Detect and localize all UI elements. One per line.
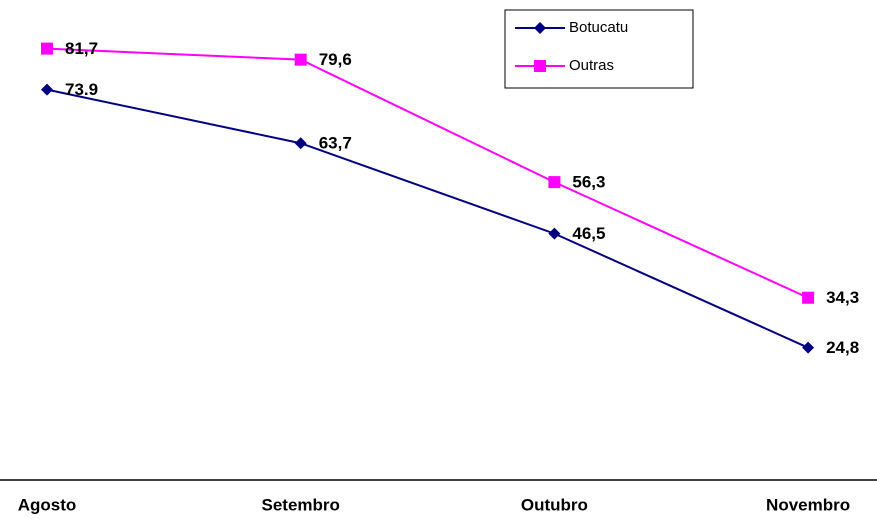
data-label: 34,3 (826, 288, 859, 307)
x-tick-label: Outubro (521, 495, 588, 514)
legend-entry: Outras (515, 57, 614, 74)
legend (504, 9, 694, 89)
x-tick-label: Agosto (18, 495, 77, 514)
data-label: 63,7 (319, 134, 352, 153)
data-label: 56,3 (572, 173, 605, 192)
data-label: 73.9 (65, 80, 98, 99)
data-label: 46,5 (572, 224, 605, 243)
line (46, 47, 809, 299)
marker (41, 83, 53, 96)
marker (548, 227, 561, 240)
legend-label: Outras (569, 57, 614, 74)
marker (802, 291, 815, 304)
marker (802, 341, 815, 354)
marker (294, 137, 307, 150)
marker (534, 60, 546, 72)
marker (294, 53, 307, 66)
data-label: 24,8 (826, 338, 859, 357)
line (46, 88, 809, 349)
data-label: 79,6 (319, 50, 352, 69)
legend-label: Botucatu (569, 19, 628, 36)
legend-entry: Botucatu (515, 19, 628, 36)
x-tick-label: Setembro (261, 495, 339, 514)
data-label: 81,7 (65, 39, 98, 58)
marker (534, 22, 546, 34)
x-tick-label: Novembro (766, 495, 850, 514)
marker (41, 42, 53, 55)
marker (548, 176, 561, 189)
